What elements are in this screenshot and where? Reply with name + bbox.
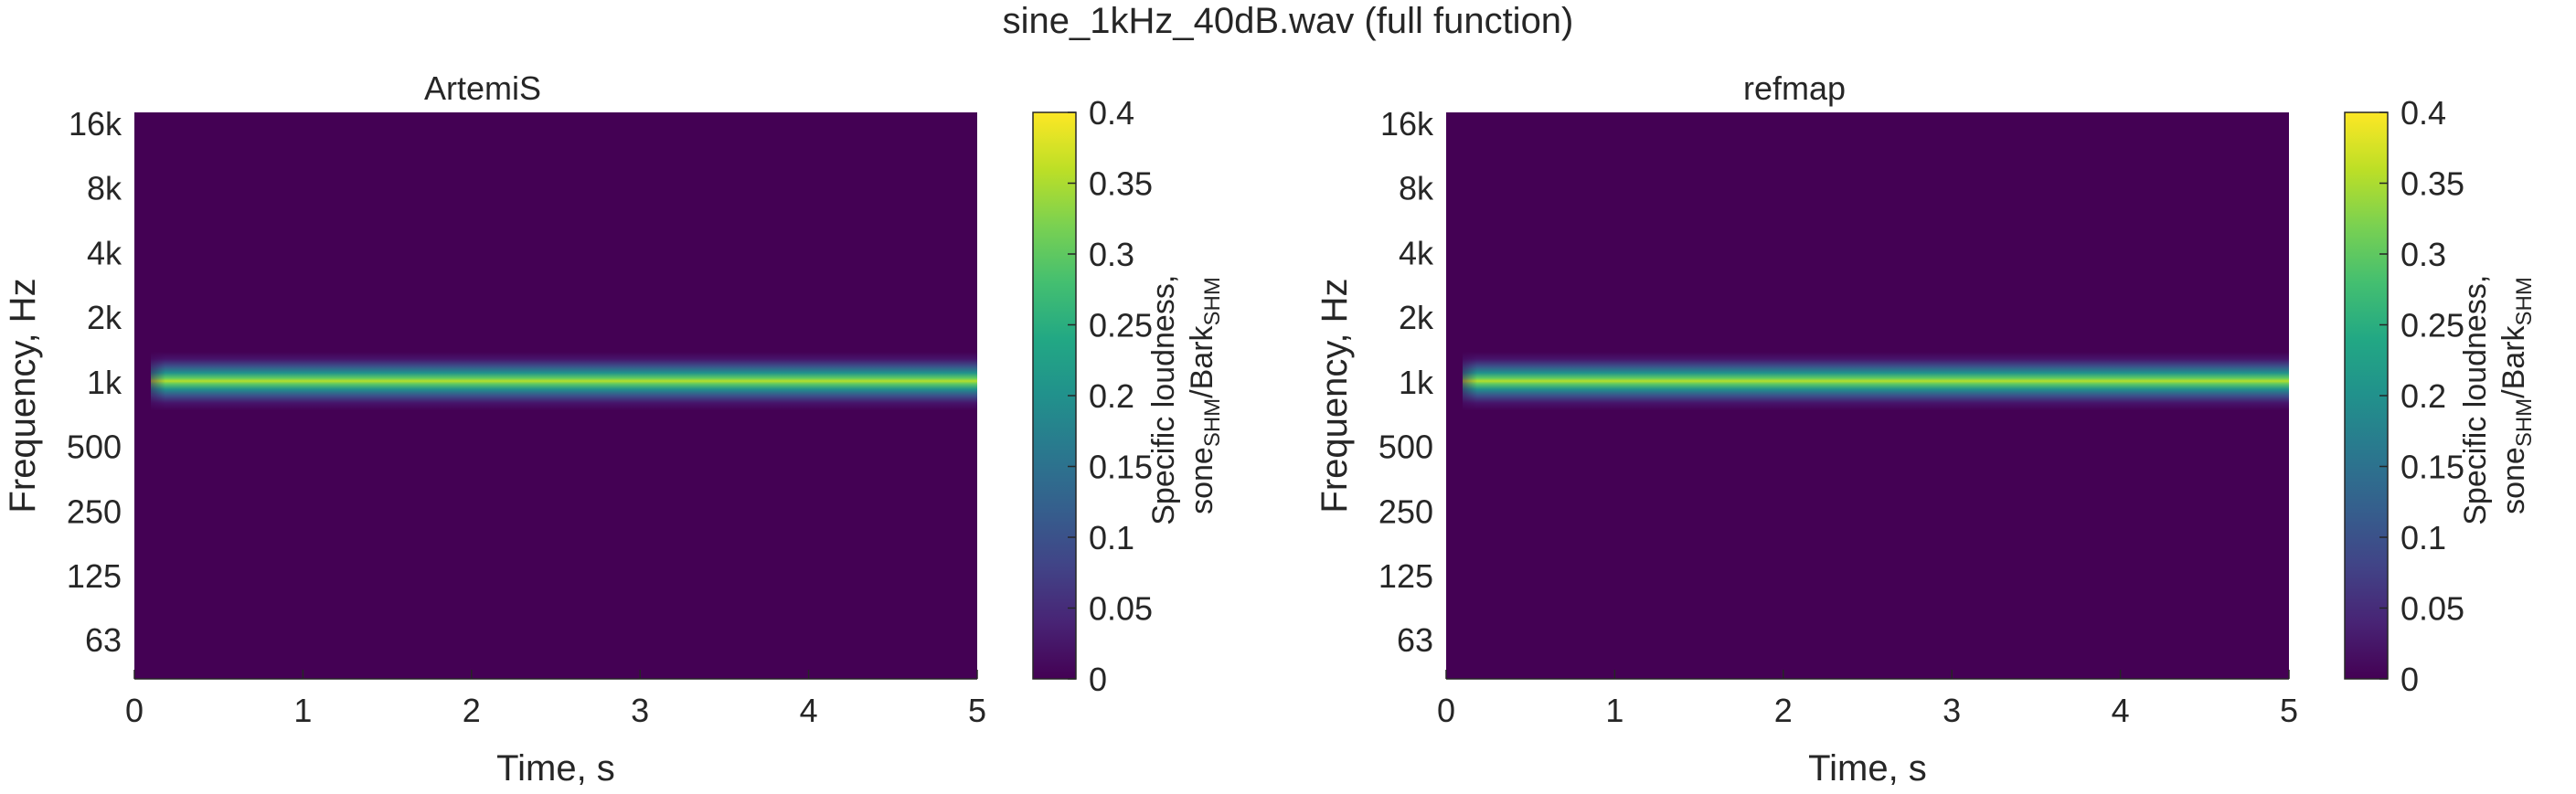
x-tick-label: 1 <box>1605 692 1623 729</box>
y-tick-label: 250 <box>1378 492 1433 530</box>
x-tick-label: 0 <box>125 692 144 729</box>
colorbar-tick-label: 0.15 <box>1089 449 1153 486</box>
colorbar-tick-label: 0.35 <box>1089 165 1153 203</box>
colorbar-tick-label: 0.2 <box>2400 377 2446 415</box>
x-tick-label: 2 <box>463 692 481 729</box>
y-tick-label: 250 <box>67 492 122 530</box>
colorbar-ticks: 0 0.05 0.1 0.15 0.2 0.25 0.3 0.35 0.4 <box>2379 94 2464 698</box>
y-tick-label: 2k <box>87 299 122 336</box>
colorbar: 0 0.05 0.1 0.15 0.2 0.25 0.3 0.35 0.4 Specific l… <box>2344 94 2537 698</box>
y-axis-label: Frequency, Hz <box>1315 278 1355 513</box>
colorbar-tick-label: 0.35 <box>2400 165 2464 203</box>
x-tick-label: 5 <box>968 692 986 729</box>
y-tick-label: 2k <box>1399 299 1434 336</box>
x-axis-label: Time, s <box>496 748 615 789</box>
colorbar-tick-label: 0.2 <box>1089 377 1134 415</box>
band-onset-fade <box>1446 347 1477 415</box>
y-tick-label: 500 <box>1378 429 1433 466</box>
heatmap-plot <box>1446 112 2289 679</box>
x-tick-label: 5 <box>2280 692 2298 729</box>
y-tick-label: 16k <box>69 105 122 143</box>
figure-title: sine_1kHz_40dB.wav (full function) <box>1003 1 1574 41</box>
colorbar-label-line2: soneSHM/BarkSHM <box>2496 277 2537 514</box>
y-tick-label: 8k <box>87 170 122 207</box>
x-tick-label: 1 <box>293 692 312 729</box>
colorbar-tick-label: 0.05 <box>1089 590 1153 628</box>
x-tick-label: 2 <box>1774 692 1793 729</box>
y-tick-label: 63 <box>1397 621 1433 659</box>
y-tick-label: 8k <box>1399 170 1434 207</box>
y-tick-label: 125 <box>1378 557 1433 595</box>
loudness-band <box>151 352 977 410</box>
x-tick-label: 0 <box>1437 692 1455 729</box>
colorbar-label-line2: soneSHM/BarkSHM <box>1185 277 1225 514</box>
colorbar-tick-label: 0.3 <box>1089 236 1134 273</box>
panel-artemis: ArtemiS 63 125 250 500 1k 2k 4k 8k 16k 0 1 2 3 4 5 Fr… <box>3 69 1225 789</box>
colorbar-tick-label: 0.05 <box>2400 590 2464 628</box>
colorbar-label: Specific loudness, soneSHM/BarkSHM <box>1146 266 1225 525</box>
band-onset-fade <box>134 347 165 415</box>
x-ticks: 0 1 2 3 4 5 <box>125 670 986 729</box>
colorbar-label-line1: Specific loudness, <box>2458 275 2493 525</box>
heatmap-plot <box>134 112 977 679</box>
colorbar-tick-label: 0.4 <box>2400 94 2446 132</box>
x-ticks: 0 1 2 3 4 5 <box>1437 670 2298 729</box>
x-tick-label: 4 <box>2112 692 2130 729</box>
y-tick-label: 125 <box>67 557 122 595</box>
colorbar: 0 0.05 0.1 0.15 0.2 0.25 0.3 0.35 0.4 Specific l… <box>1032 94 1225 698</box>
y-ticks: 63 125 250 500 1k 2k 4k 8k 16k <box>1378 105 1434 659</box>
colorbar-tick-label: 0.25 <box>1089 307 1153 344</box>
colorbar-label: Specific loudness, soneSHM/BarkSHM <box>2458 266 2537 525</box>
y-tick-label: 1k <box>1399 364 1434 401</box>
y-tick-label: 63 <box>85 621 122 659</box>
y-tick-label: 1k <box>87 364 122 401</box>
chart-title: ArtemiS <box>424 69 541 107</box>
colorbar-ticks: 0 0.05 0.1 0.15 0.2 0.25 0.3 0.35 0.4 <box>1068 94 1153 698</box>
colorbar-tick-label: 0.15 <box>2400 449 2464 486</box>
x-tick-label: 3 <box>1943 692 1961 729</box>
loudness-band <box>1463 352 2289 410</box>
colorbar-tick-label: 0.4 <box>1089 94 1134 132</box>
y-ticks: 63 125 250 500 1k 2k 4k 8k 16k <box>67 105 122 659</box>
panel-refmap: refmap 63 125 250 500 1k 2k 4k 8k 16k 0 1 2 3 4 5 Fre… <box>1315 69 2537 789</box>
colorbar-tick-label: 0.25 <box>2400 307 2464 344</box>
colorbar-tick-label: 0.1 <box>1089 519 1134 556</box>
y-tick-label: 4k <box>87 234 122 271</box>
x-tick-label: 4 <box>800 692 818 729</box>
colorbar-tick-label: 0 <box>2400 661 2419 698</box>
colorbar-tick-label: 0 <box>1089 661 1107 698</box>
y-tick-label: 500 <box>67 429 122 466</box>
y-tick-label: 16k <box>1380 105 1434 143</box>
colorbar-tick-label: 0.1 <box>2400 519 2446 556</box>
colorbar-label-line1: Specific loudness, <box>1146 275 1181 525</box>
y-tick-label: 4k <box>1399 234 1434 271</box>
x-tick-label: 3 <box>631 692 649 729</box>
chart-title: refmap <box>1743 69 1846 107</box>
y-axis-label: Frequency, Hz <box>3 278 43 513</box>
x-axis-label: Time, s <box>1808 748 1927 789</box>
colorbar-tick-label: 0.3 <box>2400 236 2446 273</box>
